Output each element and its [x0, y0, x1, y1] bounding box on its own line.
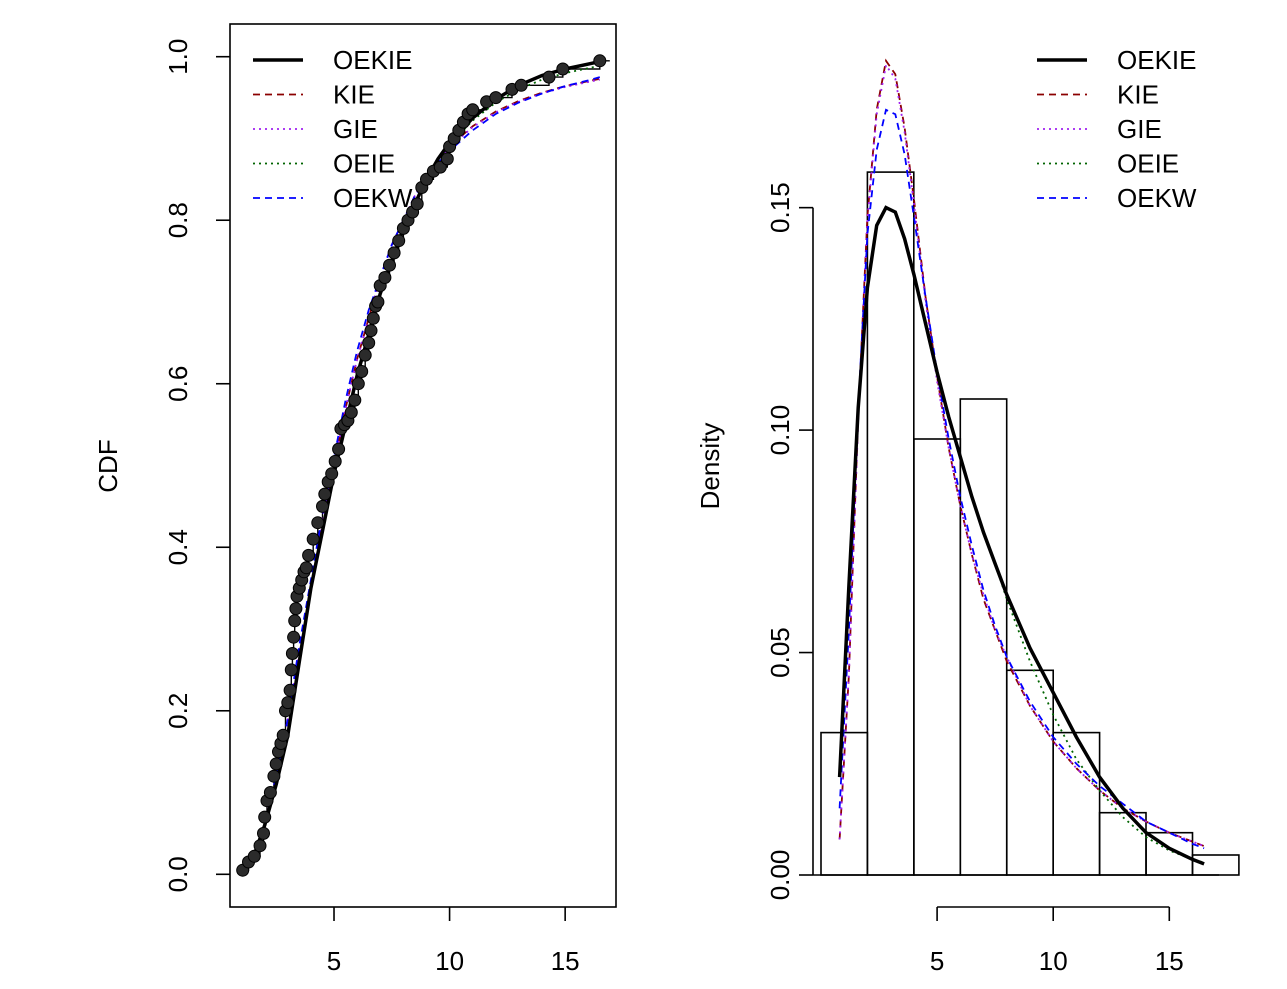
cdf-legend-label-gie: GIE — [333, 114, 378, 144]
density-x-axis: 5 10 15 — [930, 906, 1184, 976]
cdf-empirical-point — [378, 271, 392, 284]
density-fitted-curves — [837, 58, 1205, 866]
density-series-oekw — [838, 108, 1205, 850]
density-legend-label-kie: KIE — [1117, 80, 1159, 110]
cdf-empirical-points — [236, 54, 607, 877]
density-y-tick-label: 0.05 — [765, 627, 795, 678]
cdf-y-tick-label: 0.2 — [163, 693, 193, 729]
cdf-empirical-point — [514, 78, 528, 92]
cdf-plot-frame — [229, 23, 617, 908]
cdf-y-tick-label: 0.4 — [163, 529, 193, 565]
cdf-empirical-point — [325, 467, 339, 481]
cdf-empirical-point — [387, 246, 401, 260]
cdf-empirical-point — [593, 54, 607, 68]
cdf-empirical-point — [284, 663, 298, 677]
cdf-empirical-point — [263, 786, 277, 799]
cdf-empirical-point — [351, 377, 365, 391]
cdf-empirical-point — [383, 258, 396, 272]
cdf-empirical-point — [362, 336, 376, 350]
cdf-empirical-point — [440, 152, 454, 166]
cdf-x-tick-label: 10 — [435, 946, 464, 976]
density-x-tick-label: 10 — [1039, 946, 1068, 976]
density-legend: OEKIE KIE GIE OEIE OEKW — [1037, 45, 1197, 213]
cdf-empirical-point — [269, 757, 283, 771]
cdf-empirical-point — [364, 324, 378, 338]
cdf-empirical-point — [556, 62, 570, 76]
density-legend-label-gie: GIE — [1117, 114, 1162, 144]
density-x-tick-label: 5 — [930, 946, 944, 976]
cdf-empirical-point — [253, 839, 267, 853]
cdf-empirical-point — [466, 103, 480, 117]
cdf-empirical-point — [276, 728, 290, 742]
cdf-empirical-point — [267, 769, 281, 783]
cdf-legend-label-oekw: OEKW — [333, 183, 413, 213]
cdf-empirical-point — [247, 849, 261, 863]
density-legend-label-oekw: OEKW — [1117, 183, 1197, 213]
cdf-empirical-point — [257, 826, 270, 840]
density-y-axis: 0.00 0.05 0.10 0.15 — [765, 182, 1219, 900]
cdf-empirical-point — [316, 499, 329, 513]
cdf-y-tick-label: 0.0 — [163, 856, 193, 892]
cdf-empirical-point — [392, 234, 406, 248]
cdf-empirical-point — [348, 393, 362, 407]
density-legend-label-oeie: OEIE — [1117, 149, 1179, 179]
cdf-empirical-point — [358, 348, 372, 362]
density-legend-label-oekie: OEKIE — [1117, 45, 1196, 75]
density-y-tick-label: 0.00 — [765, 850, 795, 901]
cdf-empirical-point — [287, 630, 301, 644]
density-panel: 5 10 15 0.00 0.05 0.10 0.15 Density OEKIE KIE G… — [695, 45, 1240, 976]
cdf-empirical-point — [542, 70, 556, 84]
cdf-empirical-point — [410, 197, 424, 211]
cdf-legend-label-kie: KIE — [333, 80, 375, 110]
cdf-empirical-point — [344, 405, 358, 419]
cdf-empirical-point — [283, 683, 297, 697]
cdf-x-tick-label: 15 — [551, 946, 580, 976]
cdf-empirical-point — [328, 454, 342, 468]
cdf-series-oekw — [240, 76, 601, 875]
density-series-gie — [838, 63, 1205, 847]
cdf-y-tick-label: 1.0 — [163, 39, 193, 75]
cdf-empirical-point — [311, 516, 325, 530]
cdf-y-axis: 0.0 0.2 0.4 0.6 0.8 1.0 — [163, 39, 230, 892]
cdf-y-tick-label: 0.8 — [163, 202, 193, 238]
cdf-y-axis-label: CDF — [93, 439, 123, 492]
cdf-empirical-point — [332, 442, 346, 456]
cdf-legend-label-oeie: OEIE — [333, 149, 395, 179]
density-series-oekie — [837, 205, 1205, 866]
density-y-axis-label: Density — [695, 423, 725, 510]
cdf-empirical-point — [288, 614, 302, 628]
cdf-panel: 5 10 15 0.0 0.2 0.4 0.6 0.8 1.0 CDF OEKIE KIE GIE… — [93, 23, 617, 976]
density-x-tick-label: 15 — [1155, 946, 1184, 976]
cdf-empirical-point — [371, 295, 385, 309]
density-y-tick-label: 0.15 — [765, 182, 795, 233]
cdf-empirical-point — [318, 487, 332, 501]
cdf-empirical-point — [258, 810, 272, 824]
cdf-empirical-point — [302, 548, 316, 562]
cdf-legend-label-oekie: OEKIE — [333, 45, 412, 75]
cdf-y-tick-label: 0.6 — [163, 366, 193, 402]
cdf-x-axis: 5 10 15 — [327, 907, 580, 976]
cdf-x-tick-label: 5 — [327, 946, 341, 976]
cdf-legend: OEKIE KIE GIE OEIE OEKW — [253, 45, 413, 213]
cdf-empirical-point — [366, 311, 380, 325]
cdf-empirical-point — [299, 561, 313, 575]
cdf-empirical-point — [281, 696, 295, 710]
cdf-empirical-point — [355, 365, 369, 378]
cdf-empirical-point — [289, 602, 303, 616]
density-y-tick-label: 0.10 — [765, 405, 795, 456]
cdf-empirical-point — [489, 91, 503, 105]
cdf-empirical-point — [306, 532, 320, 546]
cdf-empirical-point — [433, 160, 447, 174]
cdf-empirical-point — [285, 647, 299, 660]
